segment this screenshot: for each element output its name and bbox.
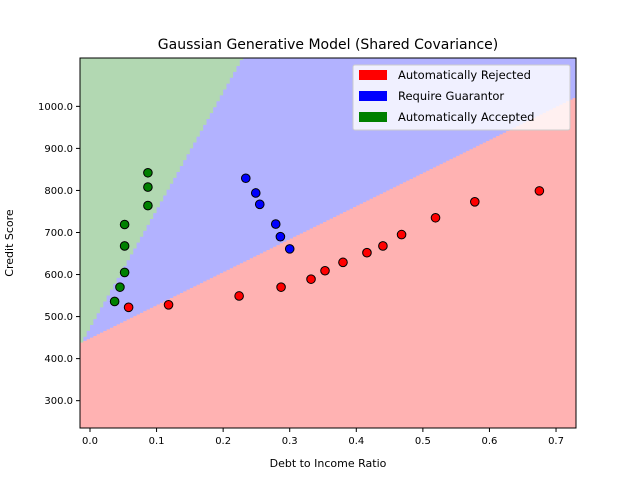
y-tick-label: 800.0	[44, 186, 73, 197]
legend-swatch	[359, 91, 387, 101]
x-tick-label: 0.1	[149, 436, 165, 447]
data-point	[119, 267, 130, 278]
x-tick-label: 0.2	[215, 436, 231, 447]
x-tick-label: 0.4	[348, 436, 364, 447]
legend-entry: Automatically Accepted	[398, 110, 534, 124]
data-point	[240, 173, 251, 184]
x-tick-label: 0.6	[481, 436, 497, 447]
data-point	[250, 188, 261, 198]
data-points	[109, 167, 545, 313]
data-point	[270, 219, 281, 229]
data-point	[338, 257, 348, 268]
y-tick-label: 1000.0	[38, 102, 73, 113]
data-point	[378, 241, 388, 251]
region-rejected	[80, 96, 576, 428]
data-point	[276, 282, 286, 292]
data-point	[275, 231, 286, 242]
legend-swatch	[359, 112, 387, 122]
legend-entry: Require Guarantor	[398, 89, 504, 103]
data-point	[284, 244, 295, 254]
x-tick-label: 0.0	[82, 436, 98, 447]
data-point	[119, 219, 130, 230]
y-axis-label: Credit Score	[3, 209, 16, 277]
y-tick-label: 700.0	[44, 228, 73, 239]
y-axis: 300.0 400.0 500.0 600.0 700.0 800.0 900.0 1000.…	[38, 102, 80, 407]
x-axis-label: Debt to Income Ratio	[270, 457, 387, 470]
data-point	[143, 182, 153, 192]
data-point	[119, 241, 130, 251]
legend-box	[352, 64, 571, 131]
data-point	[234, 291, 244, 301]
data-point	[143, 167, 153, 178]
legend-entry: Automatically Rejected	[398, 68, 531, 82]
y-tick-label: 400.0	[44, 354, 73, 365]
data-point	[143, 200, 153, 211]
x-axis: 0.0 0.1 0.2 0.3 0.4 0.5 0.6 0.7	[82, 428, 564, 447]
data-point	[320, 265, 330, 276]
x-tick-label: 0.3	[282, 436, 298, 447]
data-point	[163, 300, 174, 310]
data-point	[534, 186, 545, 196]
data-point	[430, 212, 441, 223]
data-point	[115, 282, 125, 292]
data-point	[306, 274, 316, 284]
y-tick-label: 900.0	[44, 144, 73, 155]
legend: Automatically Rejected Require Guarantor A…	[352, 64, 571, 131]
chart-title: Gaussian Generative Model (Shared Covari…	[158, 37, 498, 53]
x-tick-label: 0.5	[415, 436, 431, 447]
plot-frame	[79, 57, 577, 429]
x-tick-label: 0.7	[548, 436, 564, 447]
data-point	[123, 302, 134, 313]
y-tick-label: 600.0	[44, 270, 73, 281]
data-point	[362, 247, 372, 258]
data-point	[109, 296, 120, 307]
y-tick-label: 300.0	[44, 396, 73, 407]
data-point	[396, 229, 407, 240]
legend-swatch	[359, 70, 387, 80]
data-point	[470, 196, 480, 207]
data-point	[254, 199, 265, 210]
y-tick-label: 500.0	[44, 312, 73, 323]
